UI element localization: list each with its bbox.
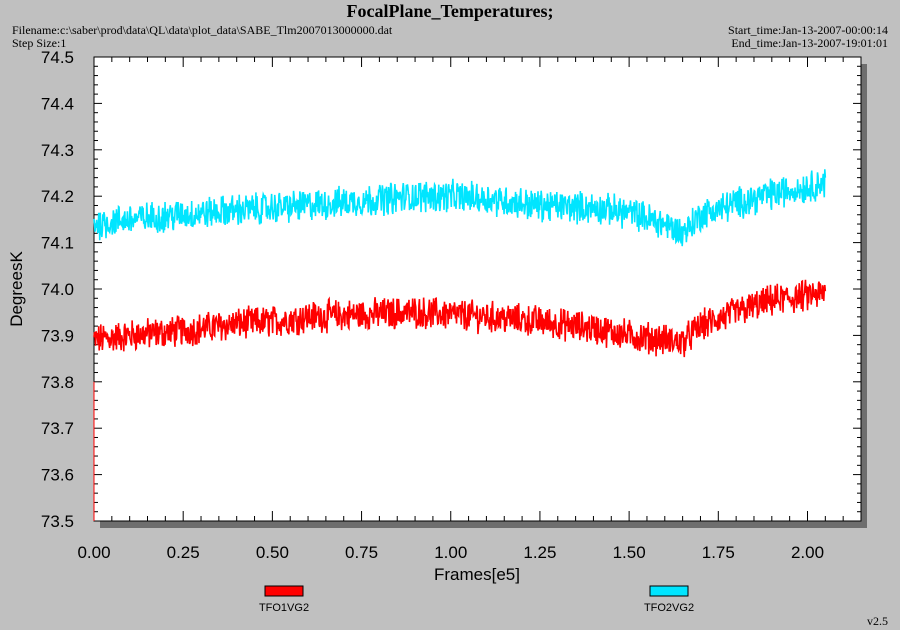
legend-label: TFO1VG2 (259, 602, 309, 614)
y-tick-label: 74.5 (41, 48, 74, 67)
plot-area (93, 56, 862, 522)
y-tick-label: 73.8 (41, 373, 74, 392)
end-time-label: End_time:Jan-13-2007-19:01:01 (731, 36, 888, 50)
y-tick-label: 74.2 (41, 187, 74, 206)
start-time-label: Start_time:Jan-13-2007-00:00:14 (728, 23, 888, 37)
x-tick-label: 0.50 (256, 543, 289, 562)
x-tick-label: 1.25 (523, 543, 556, 562)
step-size-label: Step Size:1 (12, 36, 67, 50)
x-axis-label: Frames[e5] (434, 565, 520, 584)
series-line-tfo2vg2 (93, 169, 827, 247)
y-tick-label: 73.7 (41, 419, 74, 438)
chart-title: FocalPlane_Temperatures; (346, 1, 554, 21)
x-tick-label: 1.00 (434, 543, 467, 562)
x-tick-label: 2.00 (791, 543, 824, 562)
version-label: v2.5 (867, 614, 888, 628)
y-tick-label: 73.6 (41, 466, 74, 485)
x-tick-label: 0.00 (77, 543, 110, 562)
x-tick-label: 0.75 (345, 543, 378, 562)
y-tick-label: 73.5 (41, 512, 74, 531)
filename-label: Filename:c:\saber\prod\data\QL\data\plot… (12, 23, 393, 37)
y-tick-label: 74.3 (41, 141, 74, 160)
y-tick-label: 74.1 (41, 234, 74, 253)
y-tick-label: 74.4 (41, 94, 74, 113)
x-tick-label: 1.50 (613, 543, 646, 562)
legend-label: TFO2VG2 (644, 602, 694, 614)
y-axis-label: DegreesK (7, 251, 26, 327)
x-tick-label: 0.25 (167, 543, 200, 562)
x-tick-label: 1.75 (702, 543, 735, 562)
legend-swatch-tfo2vg2 (649, 585, 689, 597)
legend-swatch-tfo1vg2 (264, 585, 304, 597)
y-tick-label: 73.9 (41, 326, 74, 345)
series-line-tfo1vg2 (93, 279, 827, 358)
y-tick-label: 74.0 (41, 280, 74, 299)
